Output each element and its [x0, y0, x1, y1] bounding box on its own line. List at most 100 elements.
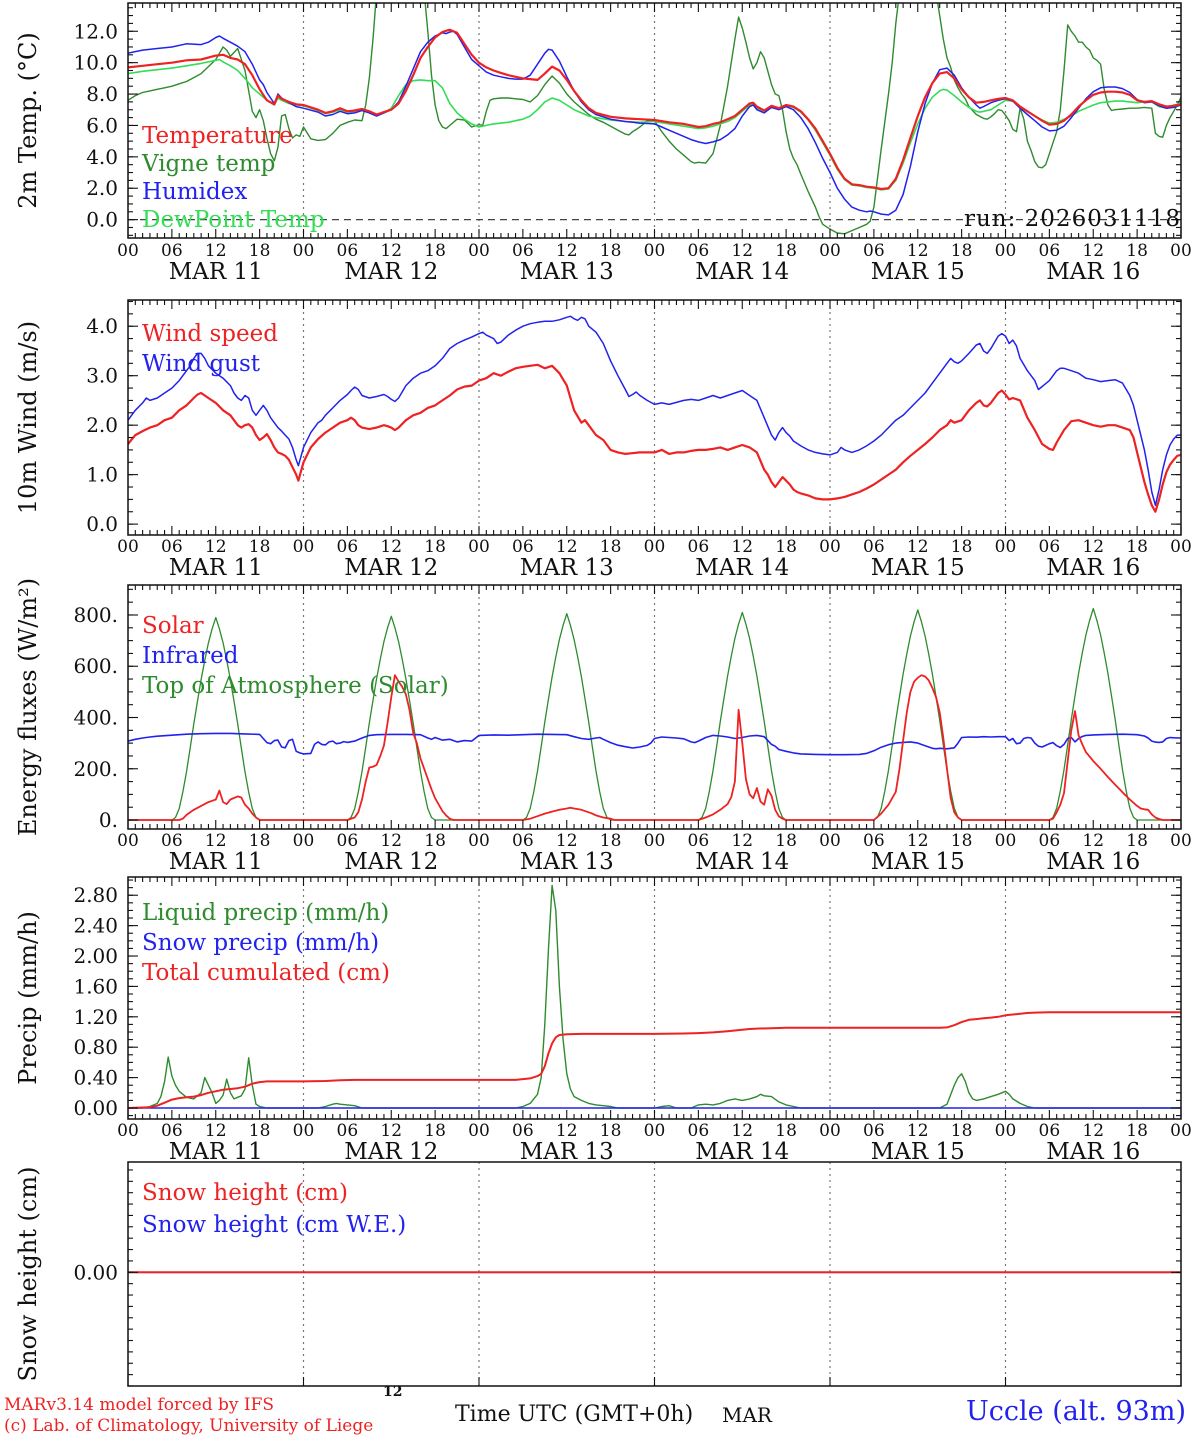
- hour-tick-label: 12: [1082, 537, 1104, 557]
- y-tick-label: 2.0: [86, 413, 118, 437]
- hour-tick-label: 06: [863, 831, 885, 851]
- x-ticks: [127, 585, 1182, 829]
- hour-tick-label: 12: [907, 1121, 929, 1141]
- legend-item: DewPoint Temp: [142, 207, 325, 233]
- legend-item: Top of Atmosphere (Solar): [142, 673, 449, 699]
- hour-tick-label: 18: [600, 537, 622, 557]
- hour-tick-label: 12: [380, 1121, 402, 1141]
- legend-item: Liquid precip (mm/h): [142, 900, 389, 926]
- legend-item: Solar: [142, 613, 204, 639]
- day-label: MAR 15: [871, 849, 965, 875]
- hour-tick-label: 00: [1170, 1121, 1192, 1141]
- series-wind-speed: [128, 363, 1181, 513]
- hour-tick-label: 18: [600, 831, 622, 851]
- day-label: MAR 13: [520, 259, 614, 285]
- hour-tick-label: 18: [249, 831, 271, 851]
- hour-tick-label: 06: [512, 1121, 534, 1141]
- hour-tick-label: 18: [424, 537, 446, 557]
- day-label: MAR 13: [520, 1139, 614, 1165]
- hour-tick-label: 06: [337, 831, 359, 851]
- hour-tick-label: 00: [468, 1121, 490, 1141]
- hour-tick-label: 18: [951, 537, 973, 557]
- hour-tick-label: 12: [556, 1121, 578, 1141]
- series-group: [128, 884, 1181, 1109]
- hour-tick-label: 00: [995, 1121, 1017, 1141]
- hour-tick-label: 12: [1082, 241, 1104, 261]
- hour-tick-label: 12: [380, 241, 402, 261]
- day-label: MAR 16: [1046, 259, 1140, 285]
- hour-tick-label: 18: [424, 1121, 446, 1141]
- stray-hour-label: 12: [383, 1384, 403, 1400]
- legend-item: Temperature: [142, 123, 293, 149]
- model-credit-line2: (c) Lab. of Climatology, University of L…: [4, 1416, 374, 1436]
- hour-tick-label: 06: [337, 537, 359, 557]
- day-label: MAR 13: [520, 555, 614, 581]
- series-liquid-precip: [128, 884, 1181, 1109]
- hour-tick-label: 00: [117, 831, 139, 851]
- legend-item: Infrared: [142, 643, 239, 669]
- hour-tick-label: 06: [337, 1121, 359, 1141]
- day-label: MAR 14: [695, 849, 789, 875]
- y-ticks: [128, 1169, 1181, 1387]
- hour-tick-label: 18: [249, 537, 271, 557]
- y-tick-label: 800.: [73, 603, 118, 627]
- hour-tick-label: 12: [907, 241, 929, 261]
- hour-tick-label: 12: [731, 537, 753, 557]
- hour-tick-label: 06: [161, 537, 183, 557]
- hour-tick-label: 12: [731, 1121, 753, 1141]
- hour-tick-label: 12: [731, 241, 753, 261]
- y-tick-label: 2.80: [73, 883, 118, 907]
- day-label: MAR 16: [1046, 849, 1140, 875]
- y-tick-label: 1.20: [73, 1005, 118, 1029]
- hour-tick-label: 12: [556, 831, 578, 851]
- legend-item: Humidex: [142, 179, 247, 205]
- hour-tick-label: 06: [863, 1121, 885, 1141]
- hour-tick-label: 06: [1039, 241, 1061, 261]
- panel-5: 0.00 Snow height (cm) Snow height (cm) Snow…: [14, 1161, 1182, 1387]
- hour-tick-label: 06: [688, 241, 710, 261]
- hour-tick-label: 06: [1039, 1121, 1061, 1141]
- hour-tick-label: 00: [468, 831, 490, 851]
- hour-tick-label: 06: [688, 537, 710, 557]
- legend-item: Wind speed: [142, 321, 278, 347]
- panel-4: 0.00 0.40 0.80 1.20 1.60 2.00 2.40 2.80 00 06 12 18…: [14, 876, 1192, 1165]
- legend-item: Total cumulated (cm): [142, 960, 390, 986]
- day-label: MAR 13: [520, 849, 614, 875]
- legend-item: Wind gust: [142, 351, 261, 377]
- y-tick-label: 400.: [73, 706, 118, 730]
- month-label: MAR: [722, 1403, 772, 1427]
- hour-tick-label: 12: [205, 537, 227, 557]
- hour-tick-label: 18: [775, 831, 797, 851]
- hour-tick-label: 18: [775, 241, 797, 261]
- y-ticks: [128, 7, 1181, 236]
- hour-tick-label: 18: [1126, 1121, 1148, 1141]
- hour-tick-label: 00: [819, 537, 841, 557]
- y-tick-label: 2.0: [86, 176, 118, 200]
- y-tick-label: 0.0: [86, 208, 118, 232]
- y-ticks: [128, 879, 1181, 1117]
- hour-tick-label: 00: [644, 241, 666, 261]
- y-tick-label: 2.40: [73, 914, 118, 938]
- legend-item: Snow precip (mm/h): [142, 930, 379, 956]
- hour-tick-label: 00: [644, 537, 666, 557]
- hour-tick-label: 00: [819, 831, 841, 851]
- y-axis-title: Energy fluxes (W/m²): [14, 578, 42, 836]
- hour-tick-label: 00: [1170, 831, 1192, 851]
- hour-tick-label: 18: [775, 1121, 797, 1141]
- model-credit: MARv3.14 model forced by IFS (c) Lab. of…: [4, 1395, 373, 1437]
- hour-tick-label: 06: [512, 537, 534, 557]
- series-total-cumulated: [128, 1011, 1181, 1109]
- time-axis-title: Time UTC (GMT+0h): [455, 1402, 694, 1427]
- y-tick-label: 0.80: [73, 1035, 118, 1059]
- y-axis-title: 10m Wind (m/s): [14, 321, 42, 514]
- y-tick-label: 1.0: [86, 463, 118, 487]
- hour-tick-label: 06: [688, 1121, 710, 1141]
- hour-tick-label: 12: [556, 241, 578, 261]
- y-ticks: [128, 300, 1181, 525]
- hour-tick-label: 06: [688, 831, 710, 851]
- x-ticks: [127, 1377, 1182, 1386]
- hour-tick-label: 12: [907, 537, 929, 557]
- hour-tick-label: 18: [1126, 831, 1148, 851]
- hour-tick-label: 00: [1170, 241, 1192, 261]
